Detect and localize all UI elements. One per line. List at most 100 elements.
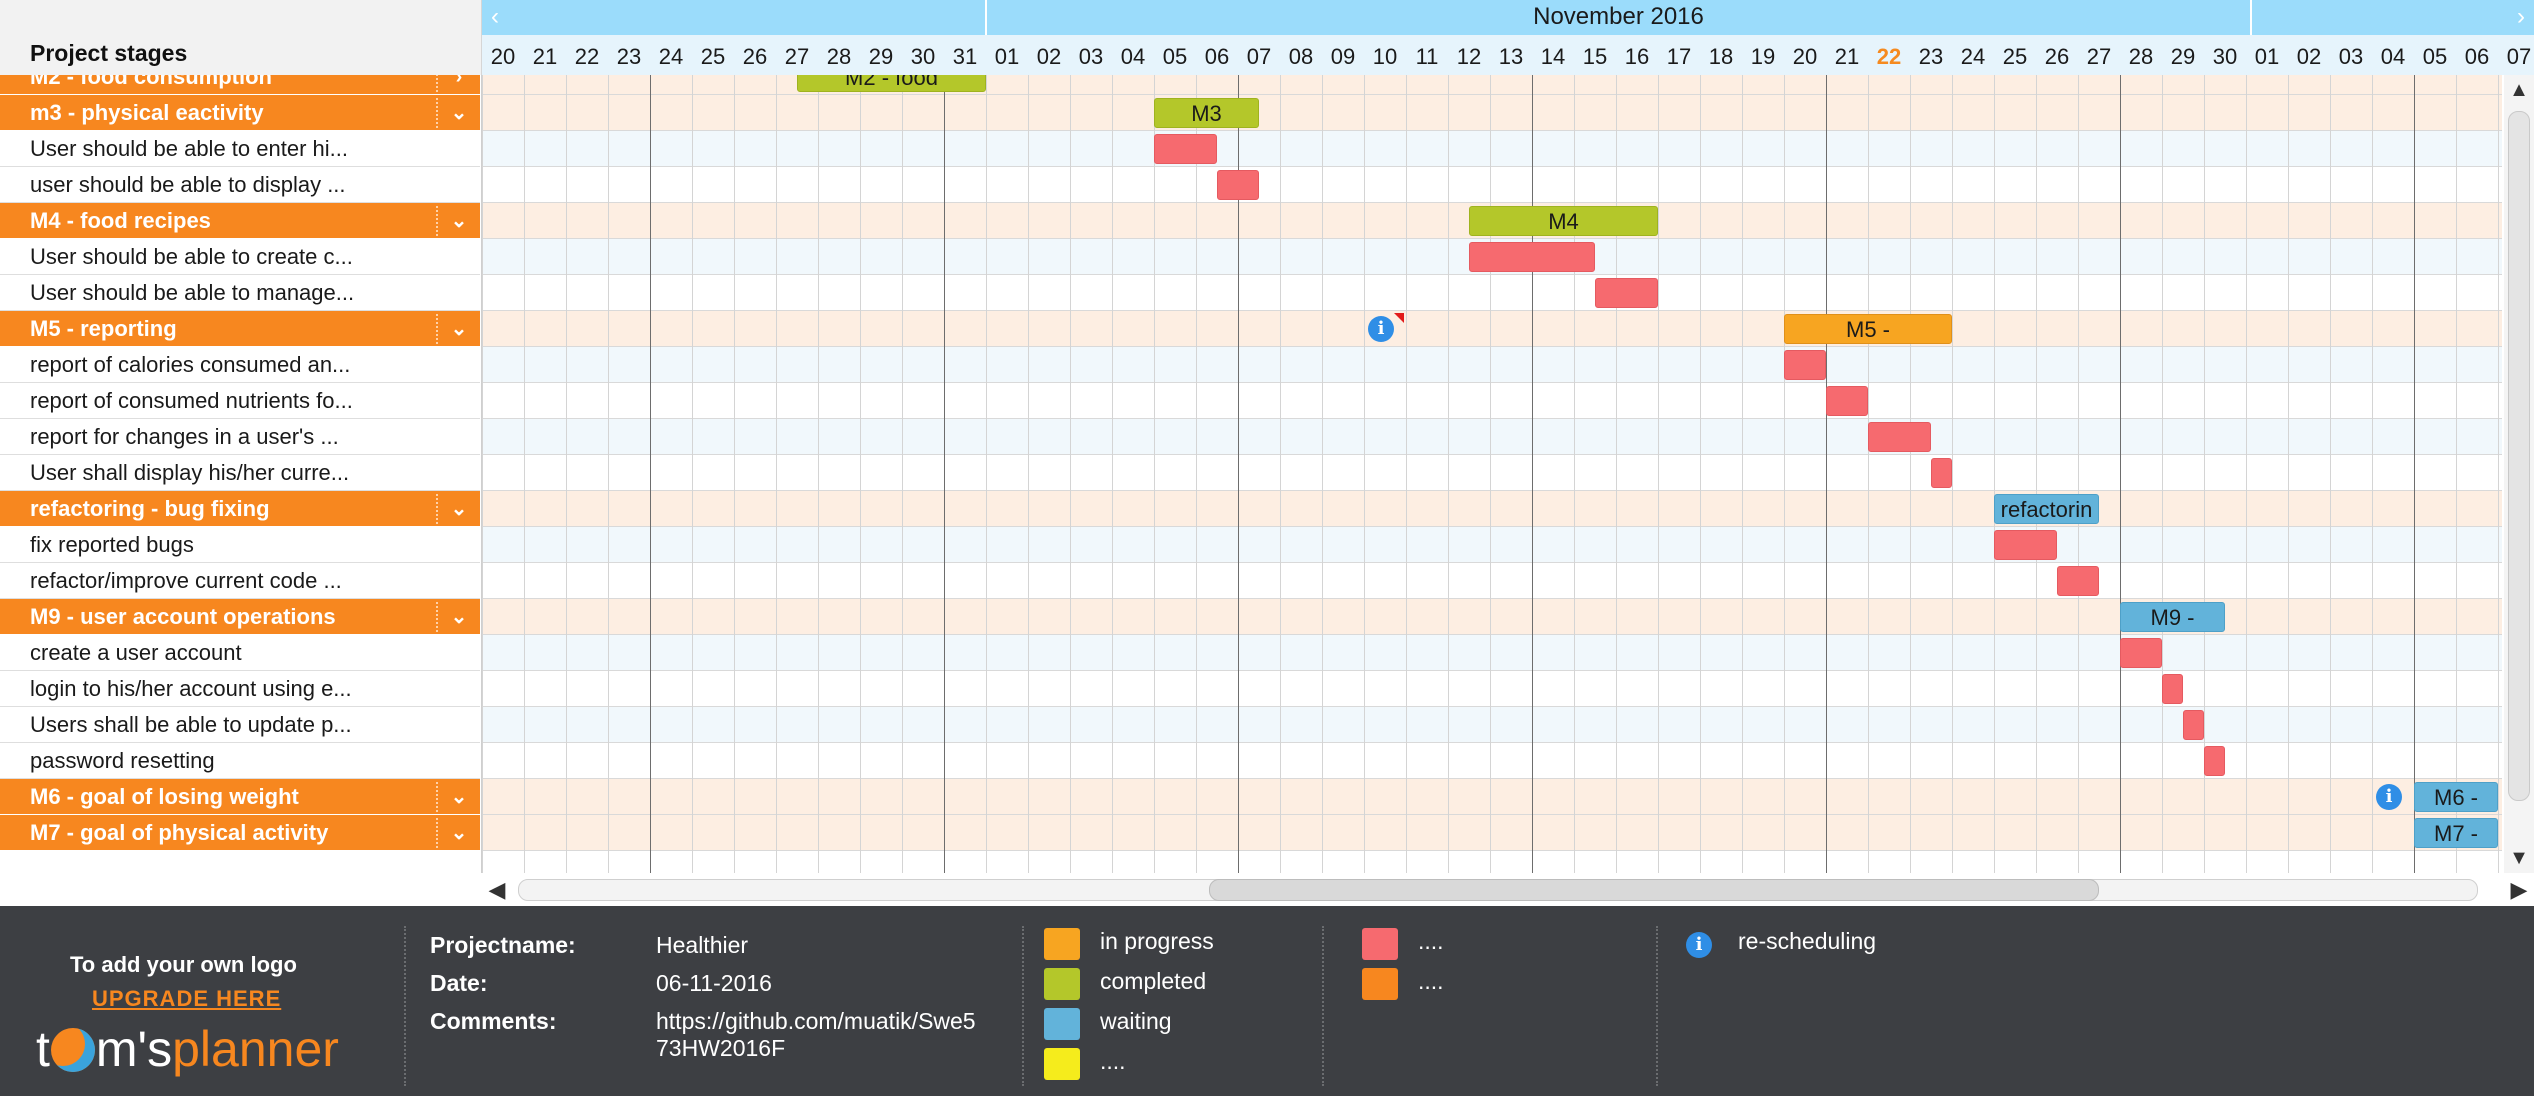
task-row-fix-reported-bugs[interactable]: fix reported bugs bbox=[0, 527, 480, 563]
task-row-report-for-changes-in-a-user-s[interactable]: report for changes in a user's ... bbox=[0, 419, 480, 455]
task-row-user-should-be-able-to-enter-hi[interactable]: User should be able to enter hi... bbox=[0, 131, 480, 167]
task-bar[interactable] bbox=[2057, 566, 2099, 596]
stage-bar-m7[interactable]: M7 - bbox=[2414, 818, 2498, 848]
day-divider bbox=[734, 75, 735, 873]
stage-row-m9-user-account-operations[interactable]: M9 - user account operations ⌄ bbox=[0, 599, 480, 635]
task-bar[interactable] bbox=[1826, 386, 1868, 416]
chevron-right-icon[interactable]: › bbox=[436, 75, 480, 92]
task-label: User shall display his/her curre... bbox=[30, 460, 350, 485]
task-bar[interactable] bbox=[2183, 710, 2204, 740]
legend-swatch bbox=[1044, 968, 1080, 1000]
task-label: user should be able to display ... bbox=[30, 172, 346, 197]
task-bar[interactable] bbox=[1784, 350, 1826, 380]
task-bar[interactable] bbox=[2204, 746, 2225, 776]
horizontal-scroll-track[interactable] bbox=[518, 879, 2478, 901]
task-row-user-should-be-able-to-create-c[interactable]: User should be able to create c... bbox=[0, 239, 480, 275]
timeline-row bbox=[482, 95, 2502, 131]
chevron-down-icon[interactable]: ⌄ bbox=[436, 602, 480, 632]
chevron-down-icon[interactable]: ⌄ bbox=[436, 494, 480, 524]
day-divider bbox=[482, 75, 483, 873]
task-row-password-resetting[interactable]: password resetting bbox=[0, 743, 480, 779]
day-label: 31 bbox=[952, 44, 978, 69]
grid-row-divider bbox=[482, 130, 2502, 131]
scroll-up-icon[interactable]: ▲ bbox=[2509, 79, 2529, 101]
task-bar[interactable] bbox=[1217, 170, 1259, 200]
task-bar[interactable] bbox=[1931, 458, 1952, 488]
day-label: 02 bbox=[2296, 44, 2322, 69]
day-divider bbox=[1406, 75, 1407, 873]
horizontal-scroll-thumb[interactable] bbox=[1209, 879, 2099, 901]
vertical-scroll-thumb[interactable] bbox=[2508, 111, 2530, 801]
day-label: 30 bbox=[2212, 44, 2238, 69]
legend-in-progress: in progress bbox=[1044, 926, 1304, 960]
task-bar[interactable] bbox=[1595, 278, 1658, 308]
grid-row-divider bbox=[482, 418, 2502, 419]
info-icon[interactable]: i bbox=[1368, 316, 1394, 342]
stage-bar-refactorin[interactable]: refactorin bbox=[1994, 494, 2099, 524]
task-bar[interactable] bbox=[2162, 674, 2183, 704]
stage-label: refactoring - bug fixing bbox=[30, 496, 270, 521]
task-bar[interactable] bbox=[1154, 134, 1217, 164]
chevron-down-icon[interactable]: ⌄ bbox=[436, 98, 480, 128]
task-row-report-of-calories-consumed-an[interactable]: report of calories consumed an... bbox=[0, 347, 480, 383]
grid-row-divider bbox=[482, 526, 2502, 527]
task-row-report-of-consumed-nutrients-fo[interactable]: report of consumed nutrients fo... bbox=[0, 383, 480, 419]
stage-bar-m5[interactable]: M5 - bbox=[1784, 314, 1952, 344]
timeline-row bbox=[482, 311, 2502, 347]
scroll-down-icon[interactable]: ▼ bbox=[2509, 847, 2529, 869]
task-row-user-shall-display-his-her-curre[interactable]: User shall display his/her curre... bbox=[0, 455, 480, 491]
task-row-login-to-his-her-account-using-e[interactable]: login to his/her account using e... bbox=[0, 671, 480, 707]
stage-row-m5-reporting[interactable]: M5 - reporting ⌄ bbox=[0, 311, 480, 347]
task-row-create-a-user-account[interactable]: create a user account bbox=[0, 635, 480, 671]
week-divider bbox=[2120, 75, 2121, 873]
legend-swatch bbox=[1362, 928, 1398, 960]
day-label: 12 bbox=[1456, 44, 1482, 69]
vertical-scrollbar[interactable]: ▲ ▼ bbox=[2504, 75, 2534, 873]
grid-row-divider bbox=[482, 814, 2502, 815]
stage-bar-m3[interactable]: M3 bbox=[1154, 98, 1259, 128]
prev-period-icon[interactable]: ‹ bbox=[491, 3, 499, 30]
task-bar[interactable] bbox=[1994, 530, 2057, 560]
chevron-down-icon[interactable]: ⌄ bbox=[436, 206, 480, 236]
stage-row-m3-physical-eactivity[interactable]: m3 - physical eactivity ⌄ bbox=[0, 95, 480, 131]
task-row-user-should-be-able-to-manage[interactable]: User should be able to manage... bbox=[0, 275, 480, 311]
task-bar[interactable] bbox=[2120, 638, 2162, 668]
day-divider bbox=[1574, 75, 1575, 873]
toms-planner-logo: t m'splanner bbox=[36, 1020, 339, 1078]
day-label: 05 bbox=[2422, 44, 2448, 69]
task-bar[interactable] bbox=[1868, 422, 1931, 452]
info-icon[interactable]: i bbox=[2376, 784, 2402, 810]
chevron-down-icon[interactable]: ⌄ bbox=[436, 782, 480, 812]
task-row-refactor-improve-current-code[interactable]: refactor/improve current code ... bbox=[0, 563, 480, 599]
chevron-down-icon[interactable]: ⌄ bbox=[436, 818, 480, 848]
stage-row-refactoring-bug-fixing[interactable]: refactoring - bug fixing ⌄ bbox=[0, 491, 480, 527]
task-bar[interactable] bbox=[1469, 242, 1595, 272]
horizontal-scrollbar[interactable]: ◀ ▶ bbox=[482, 873, 2534, 906]
stage-bar-m6[interactable]: M6 - bbox=[2414, 782, 2498, 812]
info-icon: i bbox=[1686, 932, 1712, 958]
chevron-down-icon[interactable]: ⌄ bbox=[436, 314, 480, 344]
week-divider bbox=[650, 75, 651, 873]
grid-row-divider bbox=[482, 598, 2502, 599]
stage-row-m6-goal-of-losing-weight[interactable]: M6 - goal of losing weight ⌄ bbox=[0, 779, 480, 815]
upgrade-link[interactable]: UPGRADE HERE bbox=[92, 986, 282, 1011]
day-label: 17 bbox=[1666, 44, 1692, 69]
next-period-icon[interactable]: › bbox=[2517, 3, 2525, 30]
stage-bar-m4[interactable]: M4 bbox=[1469, 206, 1658, 236]
month-previous bbox=[482, 0, 985, 35]
day-label: 10 bbox=[1372, 44, 1398, 69]
scroll-right-icon[interactable]: ▶ bbox=[2510, 877, 2528, 902]
grid-row-divider bbox=[482, 490, 2502, 491]
task-row-users-shall-be-able-to-update-p[interactable]: Users shall be able to update p... bbox=[0, 707, 480, 743]
day-divider bbox=[566, 75, 567, 873]
scroll-left-icon[interactable]: ◀ bbox=[488, 877, 506, 902]
logo-globe-icon bbox=[50, 1028, 95, 1072]
legend-text: .... bbox=[1418, 928, 1444, 954]
stage-bar-m2-food[interactable]: M2 - food bbox=[797, 75, 986, 92]
stage-row-m4-food-recipes[interactable]: M4 - food recipes ⌄ bbox=[0, 203, 480, 239]
stage-row-m7-goal-of-physical-activity[interactable]: M7 - goal of physical activity ⌄ bbox=[0, 815, 480, 851]
task-row-user-should-be-able-to-display[interactable]: user should be able to display ... bbox=[0, 167, 480, 203]
stage-bar-m9[interactable]: M9 - bbox=[2120, 602, 2225, 632]
stage-label: M7 - goal of physical activity bbox=[30, 820, 329, 845]
stage-row-m2-food-consumption[interactable]: M2 - food consumption › bbox=[0, 75, 480, 95]
